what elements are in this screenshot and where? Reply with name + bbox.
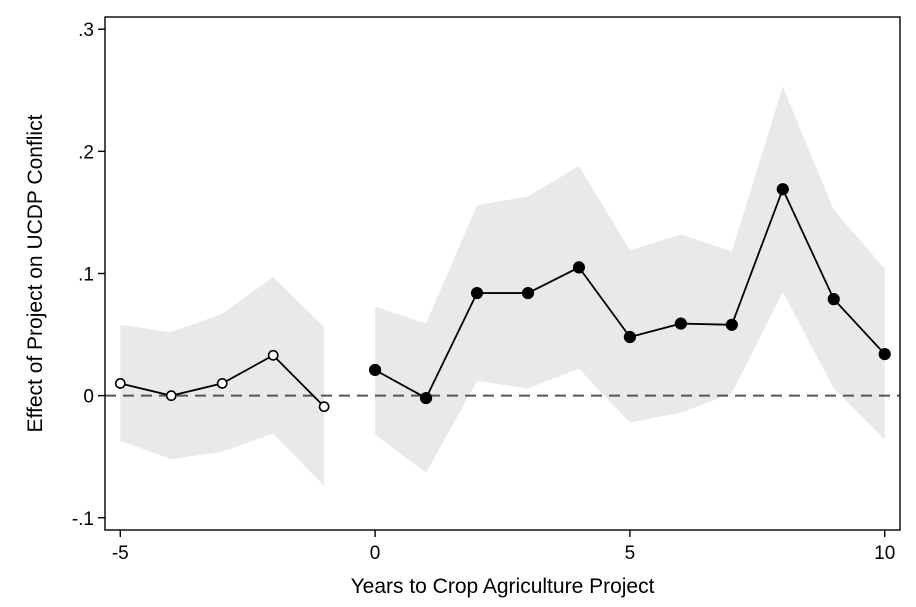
data-point bbox=[267, 349, 279, 361]
data-point bbox=[623, 330, 637, 344]
x-tick-label: -5 bbox=[112, 543, 129, 564]
x-axis-title: Years to Crop Agriculture Project bbox=[351, 575, 655, 598]
data-point bbox=[827, 293, 840, 306]
data-point bbox=[776, 183, 789, 196]
y-tick-label: .3 bbox=[78, 20, 94, 41]
x-axis: -5 0 5 10 bbox=[112, 530, 895, 564]
series-points bbox=[114, 183, 891, 413]
y-tick-label: .1 bbox=[78, 265, 94, 286]
data-point bbox=[878, 348, 891, 361]
data-point bbox=[216, 378, 228, 389]
data-point bbox=[114, 378, 126, 389]
y-tick-label: -.1 bbox=[72, 509, 94, 530]
x-tick-label: 5 bbox=[625, 543, 636, 564]
confidence-bands bbox=[120, 86, 885, 487]
y-tick-label: .2 bbox=[78, 142, 94, 163]
data-point bbox=[318, 401, 330, 413]
confidence-band-2 bbox=[375, 86, 885, 473]
x-tick-label: 10 bbox=[874, 543, 895, 564]
y-axis-title: Effect of Project on UCDP Conflict bbox=[24, 114, 47, 432]
y-axis: -.1 0 .1 .2 .3 bbox=[72, 20, 105, 530]
data-point bbox=[419, 391, 433, 405]
x-tick-label: 0 bbox=[370, 543, 381, 564]
data-point bbox=[521, 286, 535, 300]
data-point bbox=[470, 286, 484, 300]
y-tick-label: 0 bbox=[83, 387, 94, 408]
data-point bbox=[572, 261, 586, 274]
data-point bbox=[165, 390, 177, 402]
data-point bbox=[368, 363, 382, 377]
data-point bbox=[725, 318, 738, 331]
data-point bbox=[674, 317, 687, 330]
